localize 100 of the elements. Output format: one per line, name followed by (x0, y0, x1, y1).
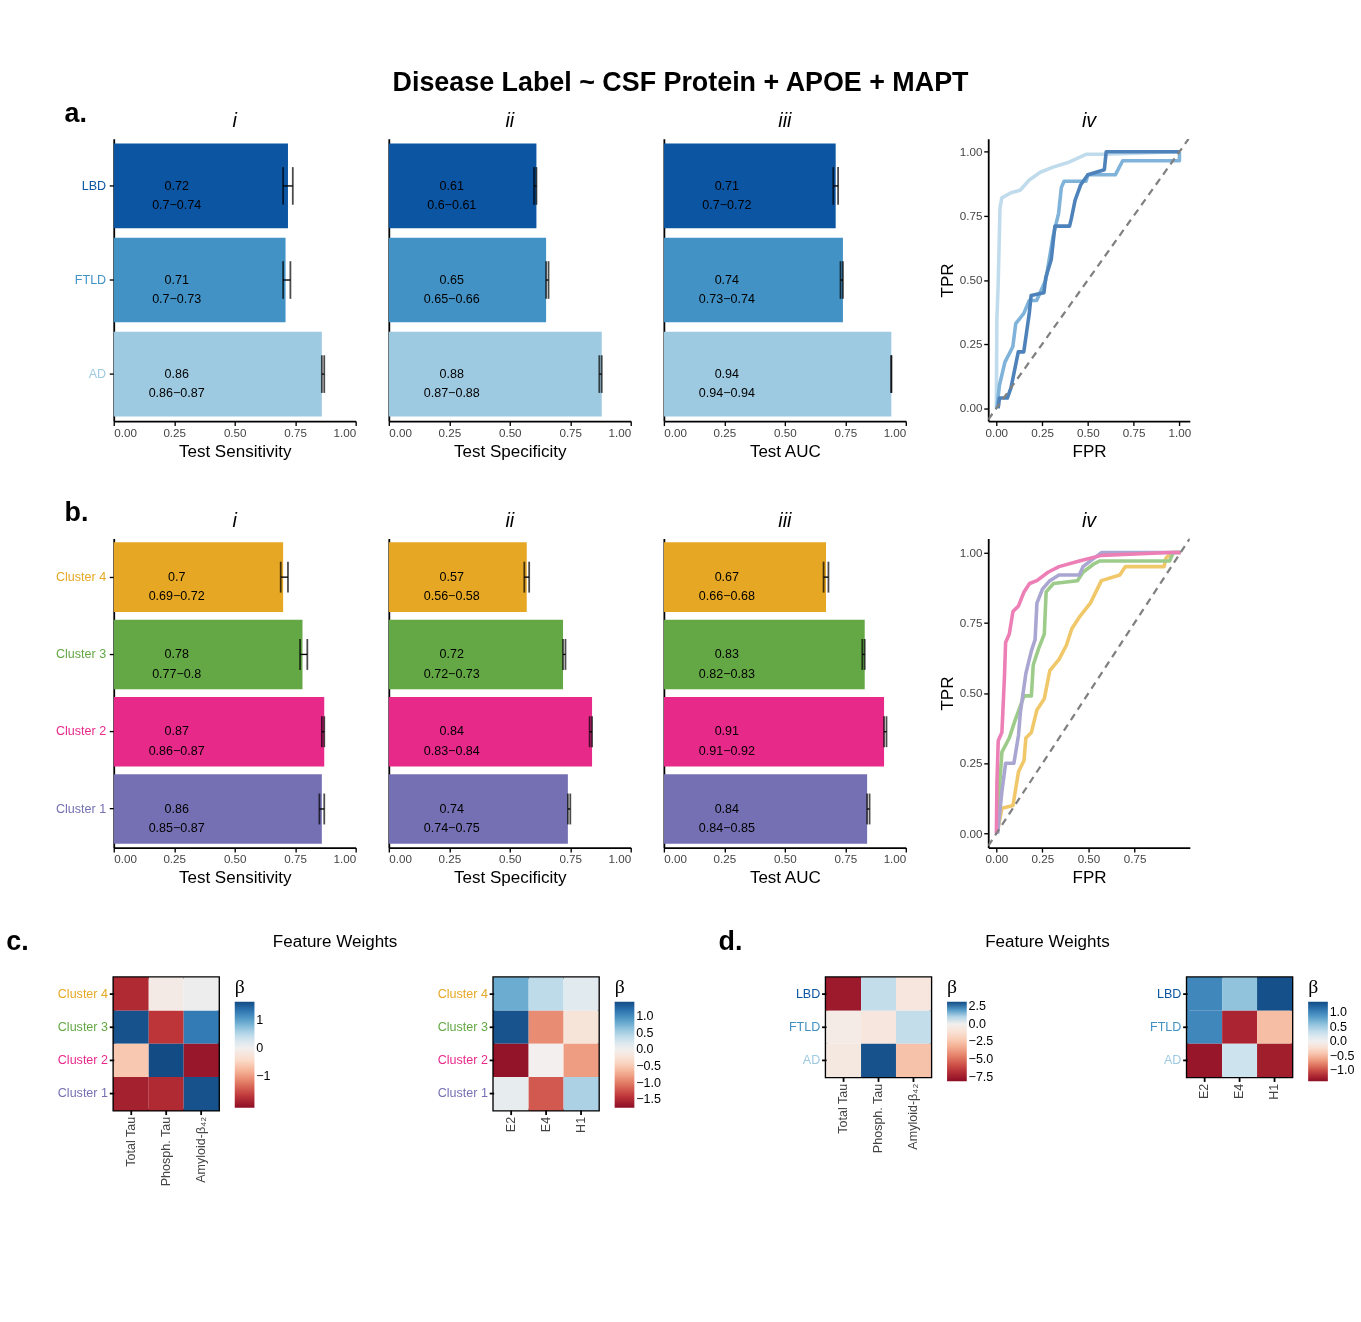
x-tick-label: 0.00 (985, 425, 1009, 439)
x-tick-label: 0.00 (664, 425, 688, 439)
y-tick-label: 0.75 (959, 615, 983, 629)
legend-title: β (614, 974, 625, 997)
x-tick-label: 0.75 (1122, 425, 1146, 439)
chart-title: iv (1081, 109, 1098, 132)
color-bar-label: −5.0 (968, 1052, 994, 1067)
x-tick-label: 0.00 (114, 852, 138, 866)
color-bar-label: 0.0 (636, 1042, 654, 1057)
data-label: 0.83 0.82−0.83 (698, 647, 755, 681)
x-axis-title: FPR (1072, 868, 1107, 888)
color-bar-label: −1.0 (1329, 1063, 1355, 1078)
color-bar-label: 1.0 (1329, 1005, 1348, 1020)
y-tick-label: Cluster 3 (56, 647, 107, 662)
y-tick-label: Cluster 1 (437, 1086, 488, 1101)
chart-title: i (232, 109, 238, 132)
y-tick-label: Cluster 1 (56, 801, 107, 816)
data-label: 0.71 0.7−0.73 (152, 272, 202, 307)
y-tick-label: Cluster 1 (57, 1086, 108, 1101)
x-axis-title: Test AUC (749, 441, 821, 461)
y-tick-label: Cluster 4 (437, 986, 488, 1001)
legend-title: β (947, 974, 958, 997)
x-tick-label: 0.25 (163, 425, 187, 439)
x-tick-label: 1.00 (333, 852, 357, 866)
y-tick-label: Cluster 2 (437, 1053, 488, 1067)
y-tick-label: Cluster 2 (57, 1053, 108, 1067)
color-bar-label: 0.5 (1329, 1019, 1348, 1034)
x-tick-label: 0.50 (774, 852, 798, 866)
color-bar-label: −0.5 (1329, 1048, 1355, 1063)
chart-title: ii (505, 109, 515, 132)
data-label: 0.57 0.56−0.58 (423, 569, 480, 604)
x-tick-label: 0.50 (1077, 852, 1101, 866)
y-tick-label: LBD (81, 178, 107, 193)
x-tick-label: 0.50 (1077, 425, 1101, 439)
x-axis-title: Test Sensitivity (178, 441, 292, 461)
x-tick-label: Amyloid-β₄₂ (906, 1083, 921, 1150)
x-axis-title: Test Specificity (454, 441, 568, 461)
x-tick-label: 0.00 (389, 852, 413, 866)
x-tick-label: 0.75 (834, 425, 858, 439)
y-tick-label: 0.00 (959, 826, 983, 840)
x-tick-label: 0.50 (223, 425, 248, 439)
x-tick-label: 1.00 (883, 852, 907, 866)
y-tick-label: LBD (1156, 986, 1182, 1001)
x-tick-label: 0.75 (1123, 852, 1147, 866)
data-label: 0.88 0.87−0.88 (423, 366, 480, 401)
text: a. (64, 97, 87, 128)
x-tick-label: Phosph. Tau (871, 1083, 886, 1154)
color-bar-label: 0.5 (636, 1025, 654, 1040)
data-label: 0.84 0.83−0.84 (423, 724, 480, 758)
color-bar-label: −7.5 (968, 1070, 994, 1085)
x-tick-label: E2 (503, 1116, 518, 1133)
color-bar-label: 0 (256, 1040, 264, 1055)
x-axis-title: Test Specificity (454, 868, 568, 888)
data-label: 0.84 0.84−0.85 (698, 801, 755, 836)
color-bar-label: 0.0 (1329, 1034, 1348, 1049)
x-tick-label: 1.00 (608, 852, 632, 866)
data-label: 0.61 0.6−0.61 (427, 178, 477, 213)
text: Feature Weights (985, 932, 1110, 952)
y-tick-label: Cluster 3 (57, 1019, 108, 1034)
y-tick-label: FTLD (788, 1019, 821, 1034)
text: Feature Weights (272, 932, 398, 952)
y-tick-label: 0.50 (959, 273, 983, 287)
x-tick-label: 0.75 (834, 852, 858, 866)
text: b. (64, 497, 89, 528)
data-label: 0.86 0.86−0.87 (148, 366, 205, 401)
x-tick-label: 1.00 (883, 425, 907, 439)
chart-title: ii (505, 508, 515, 531)
y-tick-label: FTLD (1150, 1019, 1182, 1034)
y-tick-label: AD (802, 1053, 821, 1067)
y-tick-label: Cluster 3 (437, 1019, 488, 1034)
x-tick-label: 0.50 (774, 425, 798, 439)
data-label: 0.94 0.94−0.94 (698, 366, 755, 401)
x-tick-label: 0.00 (664, 852, 688, 866)
color-bar-label: −2.5 (968, 1034, 994, 1049)
color-bar-label: 1.0 (636, 1009, 654, 1024)
x-tick-label: 0.25 (1031, 852, 1055, 866)
data-label: 0.74 0.74−0.75 (423, 801, 480, 836)
data-label: 0.72 0.7−0.74 (152, 178, 202, 213)
x-tick-label: 0.00 (389, 425, 413, 439)
x-tick-label: H1 (573, 1116, 588, 1133)
x-tick-label: 0.25 (713, 425, 737, 439)
x-tick-label: 0.75 (284, 852, 307, 866)
x-tick-label: 0.25 (163, 852, 187, 866)
chart-title: iii (778, 109, 793, 132)
text: d. (718, 925, 743, 956)
y-tick-label: 1.00 (959, 545, 983, 559)
text: Disease Label ~ CSF Protein + APOE + MAPT (392, 67, 970, 98)
x-tick-label: 0.50 (498, 425, 523, 439)
x-tick-label: 0.00 (114, 425, 138, 439)
y-tick-label: 0.25 (959, 337, 983, 351)
data-label: 0.87 0.86−0.87 (148, 724, 205, 758)
chart-title: iv (1081, 508, 1098, 531)
x-tick-label: 0.75 (559, 425, 583, 439)
x-axis-title: Test AUC (749, 868, 821, 888)
color-bar-label: 0.0 (968, 1016, 987, 1031)
data-label: 0.78 0.77−0.8 (152, 647, 202, 681)
color-bar-label: −1.0 (636, 1075, 661, 1090)
color-bar-label: −1 (256, 1069, 271, 1084)
y-tick-label: 0.50 (959, 686, 983, 700)
y-tick-label: Cluster 4 (56, 569, 107, 584)
